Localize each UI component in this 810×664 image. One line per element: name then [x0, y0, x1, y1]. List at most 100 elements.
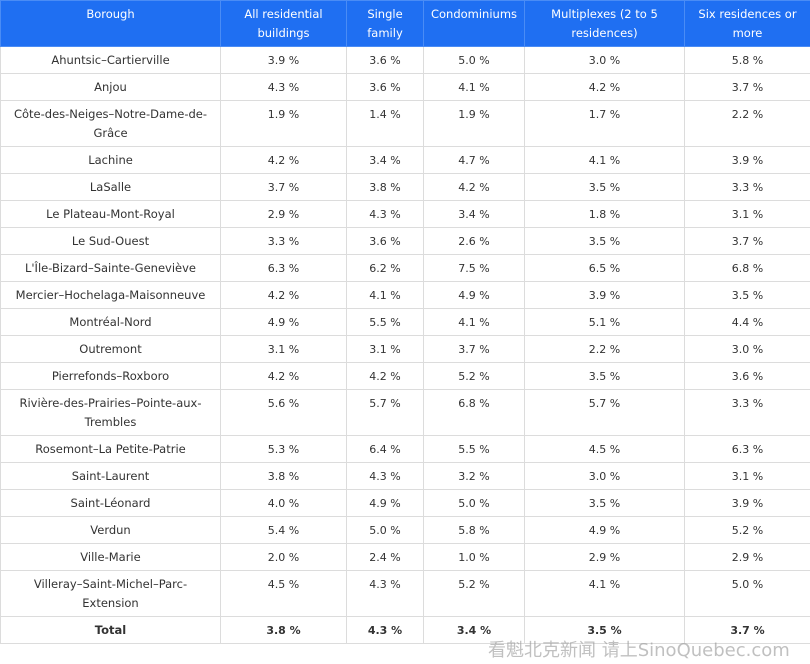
table-row: Ahuntsic–Cartierville 3.9 % 3.6 % 5.0 % 3.0 …: [0, 46, 810, 74]
column-header: Single family: [346, 0, 424, 47]
table-row: Montréal-Nord 4.9 % 5.5 % 4.1 % 5.1 % 4.4 %: [0, 308, 810, 336]
value-cell: 2.6 %: [423, 227, 525, 255]
value-cell: 5.5 %: [423, 435, 525, 463]
table-row: Saint-Léonard 4.0 % 4.9 % 5.0 % 3.5 % 3.9 %: [0, 489, 810, 517]
value-cell: 7.5 %: [423, 254, 525, 282]
value-cell: 1.4 %: [346, 100, 424, 147]
value-cell: 3.5 %: [684, 281, 810, 309]
value-cell: 6.2 %: [346, 254, 424, 282]
value-cell: 3.1 %: [684, 200, 810, 228]
value-cell: 4.1 %: [524, 570, 685, 617]
value-cell: 3.6 %: [684, 362, 810, 390]
value-cell: 5.7 %: [346, 389, 424, 436]
table-row: LaSalle 3.7 % 3.8 % 4.2 % 3.5 % 3.3 %: [0, 173, 810, 201]
value-cell: 5.1 %: [524, 308, 685, 336]
value-cell: 5.0 %: [684, 570, 810, 617]
value-cell: 1.8 %: [524, 200, 685, 228]
borough-cell: Côte-des-Neiges–Notre-Dame-de-Grâce: [0, 100, 221, 147]
value-cell: 4.2 %: [220, 146, 347, 174]
value-cell: 3.8 %: [220, 616, 347, 644]
value-cell: 5.5 %: [346, 308, 424, 336]
value-cell: 4.4 %: [684, 308, 810, 336]
value-cell: 2.9 %: [684, 543, 810, 571]
value-cell: 6.3 %: [220, 254, 347, 282]
value-cell: 4.9 %: [220, 308, 347, 336]
borough-cell: Rosemont–La Petite-Patrie: [0, 435, 221, 463]
value-cell: 5.4 %: [220, 516, 347, 544]
table-row: Ville-Marie 2.0 % 2.4 % 1.0 % 2.9 % 2.9 %: [0, 543, 810, 571]
borough-cell: Ville-Marie: [0, 543, 221, 571]
borough-cell: Anjou: [0, 73, 221, 101]
table-row: Rosemont–La Petite-Patrie 5.3 % 6.4 % 5.5 %…: [0, 435, 810, 463]
value-cell: 1.0 %: [423, 543, 525, 571]
value-cell: 5.8 %: [684, 46, 810, 74]
borough-cell: Total: [0, 616, 221, 644]
watermark: 看魁北克新闻 请上SinoQuebec.com: [488, 640, 790, 661]
table-row: L'Île-Bizard–Sainte-Geneviève 6.3 % 6.2 % 7…: [0, 254, 810, 282]
value-cell: 3.5 %: [524, 173, 685, 201]
borough-cell: Mercier–Hochelaga-Maisonneuve: [0, 281, 221, 309]
value-cell: 4.2 %: [220, 362, 347, 390]
value-cell: 4.1 %: [346, 281, 424, 309]
value-cell: 4.1 %: [423, 308, 525, 336]
table-row: Saint-Laurent 3.8 % 4.3 % 3.2 % 3.0 % 3.1 %: [0, 462, 810, 490]
value-cell: 3.9 %: [684, 489, 810, 517]
table-row: Villeray–Saint-Michel–Parc-Extension 4.5 …: [0, 570, 810, 617]
value-cell: 5.0 %: [423, 46, 525, 74]
value-cell: 1.9 %: [423, 100, 525, 147]
rent-table: Borough All residential buildings Single f…: [0, 0, 810, 644]
value-cell: 3.7 %: [423, 335, 525, 363]
value-cell: 5.6 %: [220, 389, 347, 436]
value-cell: 3.7 %: [684, 73, 810, 101]
value-cell: 2.9 %: [524, 543, 685, 571]
table-row: Anjou 4.3 % 3.6 % 4.1 % 4.2 % 3.7 %: [0, 73, 810, 101]
value-cell: 3.0 %: [524, 46, 685, 74]
value-cell: 3.3 %: [684, 173, 810, 201]
value-cell: 4.9 %: [423, 281, 525, 309]
value-cell: 1.9 %: [220, 100, 347, 147]
value-cell: 4.2 %: [346, 362, 424, 390]
value-cell: 4.3 %: [346, 616, 424, 644]
value-cell: 5.2 %: [423, 570, 525, 617]
column-header: Condominiums: [423, 0, 525, 47]
value-cell: 4.7 %: [423, 146, 525, 174]
header-row: Borough All residential buildings Single f…: [0, 0, 810, 47]
value-cell: 2.2 %: [684, 100, 810, 147]
value-cell: 2.0 %: [220, 543, 347, 571]
value-cell: 3.8 %: [220, 462, 347, 490]
value-cell: 4.1 %: [524, 146, 685, 174]
table-row: Total 3.8 % 4.3 % 3.4 % 3.5 % 3.7 %: [0, 616, 810, 644]
value-cell: 3.6 %: [346, 73, 424, 101]
value-cell: 3.4 %: [423, 616, 525, 644]
column-header: All residential buildings: [220, 0, 347, 47]
borough-cell: Saint-Léonard: [0, 489, 221, 517]
value-cell: 3.7 %: [684, 227, 810, 255]
value-cell: 3.2 %: [423, 462, 525, 490]
value-cell: 4.0 %: [220, 489, 347, 517]
borough-cell: Pierrefonds–Roxboro: [0, 362, 221, 390]
value-cell: 3.8 %: [346, 173, 424, 201]
value-cell: 6.8 %: [684, 254, 810, 282]
value-cell: 5.2 %: [684, 516, 810, 544]
value-cell: 3.5 %: [524, 227, 685, 255]
value-cell: 1.7 %: [524, 100, 685, 147]
table-row: Mercier–Hochelaga-Maisonneuve 4.2 % 4.1 % 4…: [0, 281, 810, 309]
value-cell: 3.5 %: [524, 362, 685, 390]
value-cell: 3.3 %: [684, 389, 810, 436]
value-cell: 6.5 %: [524, 254, 685, 282]
value-cell: 4.5 %: [220, 570, 347, 617]
borough-cell: Lachine: [0, 146, 221, 174]
table-row: Pierrefonds–Roxboro 4.2 % 4.2 % 5.2 % 3.5 % 3…: [0, 362, 810, 390]
value-cell: 3.3 %: [220, 227, 347, 255]
table-row: Lachine 4.2 % 3.4 % 4.7 % 4.1 % 3.9 %: [0, 146, 810, 174]
borough-cell: Saint-Laurent: [0, 462, 221, 490]
value-cell: 3.4 %: [346, 146, 424, 174]
value-cell: 4.3 %: [220, 73, 347, 101]
table-row: Verdun 5.4 % 5.0 % 5.8 % 4.9 % 5.2 %: [0, 516, 810, 544]
value-cell: 5.2 %: [423, 362, 525, 390]
table-row: Côte-des-Neiges–Notre-Dame-de-Grâce 1.9 %…: [0, 100, 810, 147]
borough-cell: Le Plateau-Mont-Royal: [0, 200, 221, 228]
column-header: Borough: [0, 0, 221, 47]
value-cell: 3.9 %: [524, 281, 685, 309]
